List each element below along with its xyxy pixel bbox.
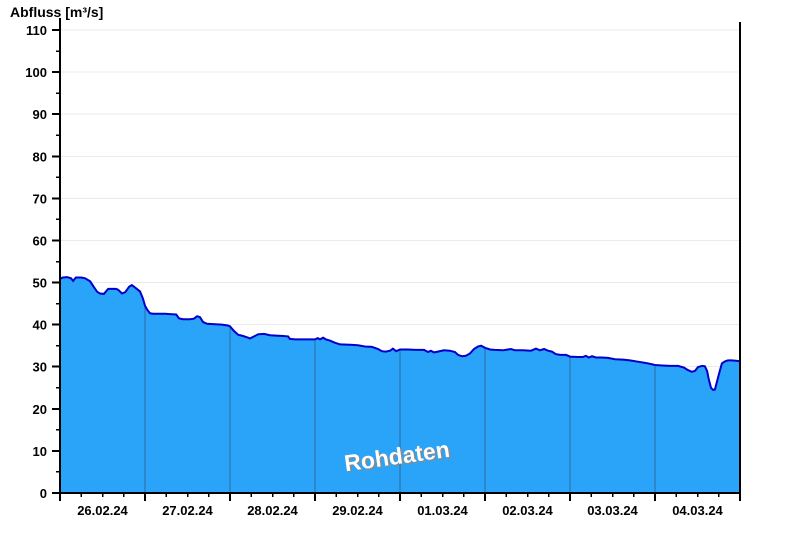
- x-axis-ticks: 26.02.24 27.02.24 28.02.24 29.02.24 01.03.24…: [59, 493, 741, 518]
- chart-title: Abfluss [m³/s]: [10, 4, 104, 20]
- x-tick-label: 29.02.24: [332, 503, 383, 518]
- x-tick-label: 02.03.24: [502, 503, 553, 518]
- y-tick-label: 90: [33, 107, 47, 122]
- x-tick-label: 28.02.24: [247, 503, 298, 518]
- y-tick-label: 70: [33, 191, 47, 206]
- y-tick-label: 50: [33, 276, 47, 291]
- x-tick-label: 03.03.24: [587, 503, 638, 518]
- x-tick-label: 27.02.24: [162, 503, 213, 518]
- day-gridlines: [144, 277, 656, 493]
- discharge-line: [59, 276, 741, 391]
- y-tick-label: 60: [33, 233, 47, 248]
- y-tick-label: 40: [33, 318, 47, 333]
- y-axis-ticks: 0 10 20 30 40 50 60 70 80 90 100 110: [25, 23, 60, 501]
- x-tick-label: 01.03.24: [417, 503, 468, 518]
- y-tick-label: 80: [33, 149, 47, 164]
- x-tick-label: 04.03.24: [672, 503, 723, 518]
- x-tick-label: 26.02.24: [77, 503, 128, 518]
- y-tick-label: 110: [26, 23, 47, 38]
- y-tick-label: 30: [33, 360, 47, 375]
- y-tick-label: 0: [40, 486, 47, 501]
- y-tick-label: 20: [33, 402, 47, 417]
- y-tick-label: 10: [33, 444, 47, 459]
- y-tick-label: 100: [25, 65, 47, 80]
